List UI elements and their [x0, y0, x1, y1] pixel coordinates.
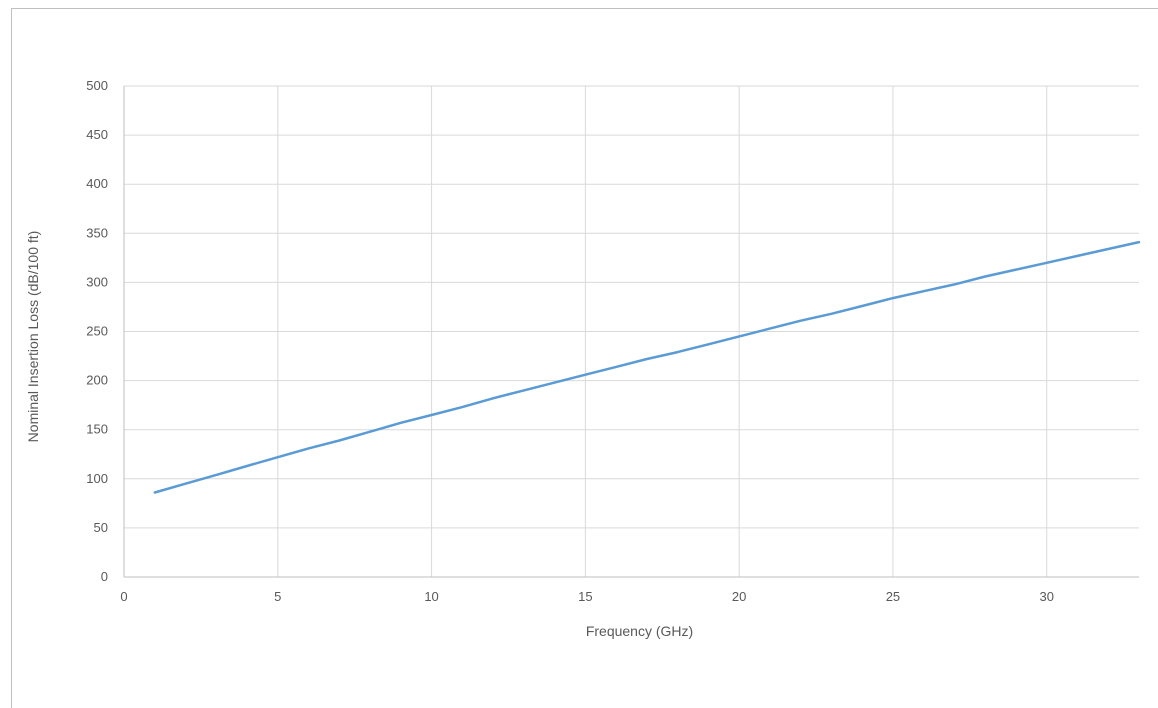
x-tick-label: 30: [1039, 589, 1053, 604]
series-line-0: [153, 240, 1141, 494]
x-tick-label: 15: [578, 589, 592, 604]
y-tick-label: 450: [86, 127, 108, 142]
y-tick-label: 150: [86, 422, 108, 437]
y-tick-label: 400: [86, 176, 108, 191]
x-tick-label: 0: [120, 589, 127, 604]
axes: [123, 86, 1139, 578]
x-tick-label: 5: [274, 589, 281, 604]
y-tick-label: 500: [86, 78, 108, 93]
y-tick-label: 200: [86, 373, 108, 388]
y-axis-title: Nominal Insertion Loss (dB/100 ft): [25, 231, 41, 443]
x-axis-title: Frequency (GHz): [586, 623, 693, 639]
x-tick-label: 10: [424, 589, 438, 604]
y-tick-label: 50: [94, 520, 108, 535]
chart-frame: [11, 8, 1158, 708]
y-tick-labels: 0 50 100 150 200 250 300 350 400 450 500: [86, 78, 108, 584]
y-gridlines: [124, 85, 1139, 529]
y-tick-label: 100: [86, 471, 108, 486]
x-tick-label: 20: [732, 589, 746, 604]
series-layer: [153, 240, 1141, 494]
y-tick-label: 350: [86, 225, 108, 240]
x-tick-label: 25: [886, 589, 900, 604]
y-tick-label: 300: [86, 274, 108, 289]
x-tick-labels: 0 5 10 15 20 25 30: [120, 589, 1054, 604]
y-tick-label: 0: [101, 569, 108, 584]
chart: 0 5 10 15 20 25 30 0 50 100 150 200 250 300 350 400 450…: [25, 78, 1141, 639]
y-tick-label: 250: [86, 324, 108, 339]
